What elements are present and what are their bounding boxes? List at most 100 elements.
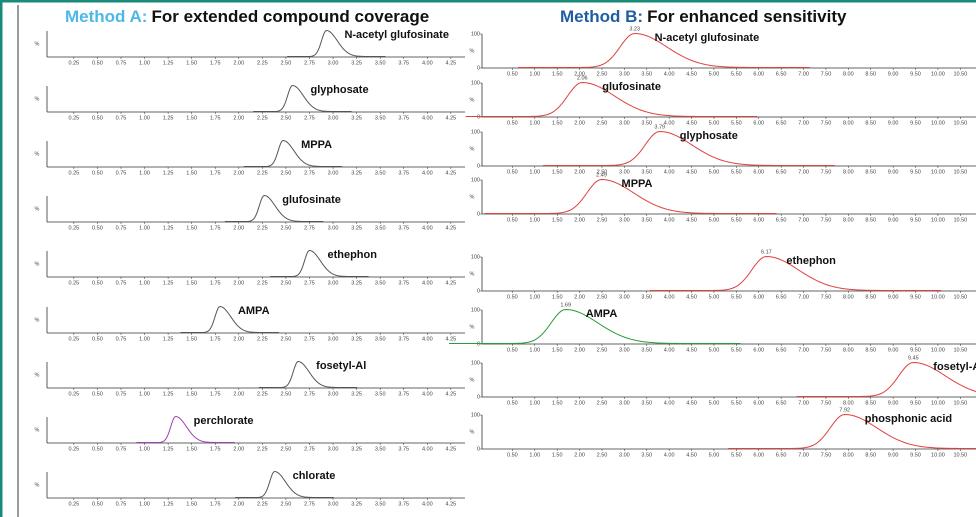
x-tick-label: 3.50 <box>375 170 386 176</box>
y-label: % <box>35 427 40 433</box>
x-tick-label: 3.00 <box>619 347 630 353</box>
x-tick-label: 3.50 <box>641 71 652 77</box>
x-tick-label: 4.25 <box>446 501 457 507</box>
x-tick-label: 0.50 <box>92 60 103 66</box>
y-label: % <box>470 48 475 54</box>
x-tick-label: 3.75 <box>398 446 409 452</box>
x-tick-label: 3.50 <box>375 60 386 66</box>
x-tick-label: 3.75 <box>398 170 409 176</box>
x-tick-label: 3.50 <box>375 336 386 342</box>
x-tick-label: 9.00 <box>888 169 899 175</box>
x-tick-label: 4.00 <box>422 501 433 507</box>
peak <box>224 194 324 222</box>
x-tick-label: 3.50 <box>375 115 386 121</box>
x-tick-label: 7.50 <box>821 400 832 406</box>
x-tick-label: 9.50 <box>910 347 921 353</box>
x-tick-label: 3.00 <box>619 400 630 406</box>
x-tick-label: 1.25 <box>163 170 174 176</box>
x-tick-label: 0.75 <box>116 501 127 507</box>
x-tick-label: 0.50 <box>92 170 103 176</box>
y-tick-label: 0 <box>477 114 480 120</box>
x-tick-label: 4.00 <box>422 446 433 452</box>
x-tick-label: 1.75 <box>210 336 221 342</box>
x-tick-label: 2.25 <box>257 501 268 507</box>
x-tick-label: 1.50 <box>186 446 197 452</box>
x-tick-label: 0.25 <box>68 446 79 452</box>
x-tick-label: 10.50 <box>953 400 967 406</box>
x-tick-label: 0.75 <box>116 391 127 397</box>
x-tick-label: 6.50 <box>776 169 787 175</box>
x-tick-label: 2.50 <box>597 400 608 406</box>
x-tick-label: 1.75 <box>210 60 221 66</box>
x-tick-label: 0.50 <box>507 347 518 353</box>
x-tick-label: 4.50 <box>686 169 697 175</box>
y-label: % <box>35 151 40 157</box>
x-tick-label: 5.00 <box>709 452 720 458</box>
x-tick-label: 3.00 <box>619 120 630 126</box>
x-tick-label: 3.00 <box>328 501 339 507</box>
x-tick-label: 10.00 <box>931 120 945 126</box>
x-tick-label: 1.00 <box>529 217 540 223</box>
x-tick-label: 1.50 <box>186 60 197 66</box>
x-tick-label: 0.50 <box>507 71 518 77</box>
x-tick-label: 2.00 <box>233 446 244 452</box>
x-tick-label: 0.25 <box>68 60 79 66</box>
peak <box>235 470 334 498</box>
y-label: % <box>470 271 475 277</box>
x-tick-label: 0.25 <box>68 501 79 507</box>
x-tick-label: 1.75 <box>210 115 221 121</box>
x-tick-label: 0.25 <box>68 280 79 286</box>
x-tick-label: 6.00 <box>753 294 764 300</box>
x-tick-label: 2.00 <box>574 347 585 353</box>
x-tick-label: 1.75 <box>210 170 221 176</box>
peak <box>243 139 343 167</box>
y-tick-label: 100 <box>471 129 480 135</box>
x-tick-label: 0.75 <box>116 446 127 452</box>
x-tick-label: 3.75 <box>398 501 409 507</box>
x-tick-label: 1.00 <box>529 169 540 175</box>
x-tick-label: 9.00 <box>888 71 899 77</box>
x-tick-label: 2.25 <box>257 391 268 397</box>
x-tick-label: 0.25 <box>68 391 79 397</box>
y-label: % <box>470 324 475 330</box>
x-tick-label: 2.00 <box>233 391 244 397</box>
x-tick-label: 4.25 <box>446 170 457 176</box>
x-tick-label: 4.00 <box>422 280 433 286</box>
peak <box>728 413 976 449</box>
x-tick-label: 4.00 <box>422 336 433 342</box>
x-tick-label: 6.50 <box>776 120 787 126</box>
x-tick-label: 9.50 <box>910 400 921 406</box>
x-tick-label: 1.50 <box>186 280 197 286</box>
x-tick-label: 3.75 <box>398 391 409 397</box>
x-tick-label: 3.75 <box>398 225 409 231</box>
x-tick-label: 0.50 <box>507 120 518 126</box>
x-tick-label: 7.50 <box>821 347 832 353</box>
x-tick-label: 0.50 <box>92 501 103 507</box>
compound-name: chlorate <box>293 470 336 482</box>
x-tick-label: 4.00 <box>422 391 433 397</box>
x-tick-label: 1.00 <box>529 452 540 458</box>
x-tick-label: 9.00 <box>888 217 899 223</box>
x-tick-label: 7.50 <box>821 217 832 223</box>
peak <box>287 29 386 57</box>
x-tick-label: 1.50 <box>186 391 197 397</box>
y-label: % <box>470 377 475 383</box>
x-tick-label: 10.00 <box>931 452 945 458</box>
peak <box>649 255 942 291</box>
x-tick-label: 4.25 <box>446 391 457 397</box>
x-tick-label: 0.50 <box>507 294 518 300</box>
x-tick-label: 3.50 <box>375 280 386 286</box>
x-tick-label: 0.50 <box>92 336 103 342</box>
x-tick-label: 3.25 <box>351 446 362 452</box>
x-tick-label: 1.00 <box>139 115 150 121</box>
x-tick-label: 4.00 <box>664 400 675 406</box>
x-tick-label: 4.50 <box>686 347 697 353</box>
y-tick-label: 100 <box>471 177 480 183</box>
x-tick-label: 1.25 <box>163 225 174 231</box>
x-tick-label: 5.50 <box>731 294 742 300</box>
x-tick-label: 3.25 <box>351 391 362 397</box>
x-tick-label: 6.50 <box>776 71 787 77</box>
x-tick-label: 10.50 <box>953 294 967 300</box>
x-tick-label: 4.50 <box>686 71 697 77</box>
